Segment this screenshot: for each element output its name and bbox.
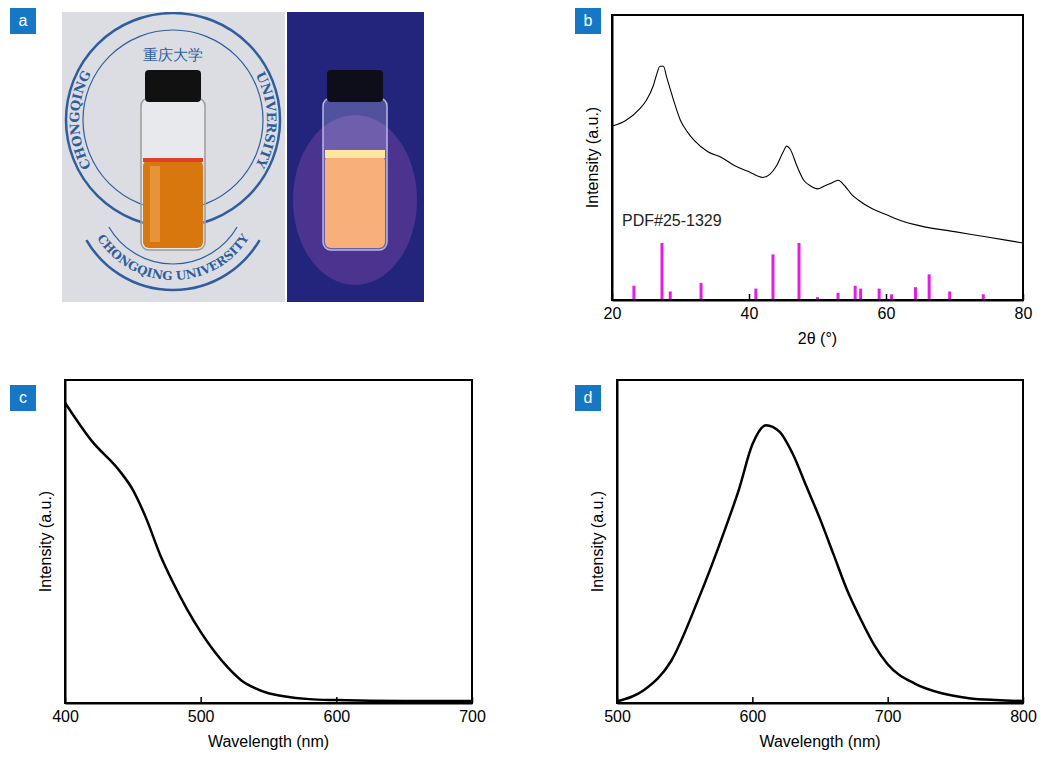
reference-bar	[914, 287, 917, 300]
vial-liquid	[143, 160, 203, 248]
x-tick: 60	[878, 294, 896, 322]
x-axis: 400 500 600 700	[52, 697, 486, 725]
x-tick-label: 80	[1015, 305, 1033, 322]
x-axis: 500 600 700 800	[604, 697, 1037, 725]
reference-bar	[798, 243, 801, 300]
chart-panel: PDF#25-1329 20 40 60 80 2θ (°) Intensity (a.u.…	[584, 15, 1033, 347]
vial-meniscus	[325, 150, 385, 158]
x-axis-title: Wavelength (nm)	[759, 733, 880, 750]
vial	[141, 70, 205, 250]
spectrum-line	[65, 403, 472, 701]
x-axis-title: 2θ (°)	[798, 330, 837, 347]
spectrum-line	[617, 425, 1023, 701]
photo-right-background	[287, 12, 424, 302]
x-tick-label: 700	[875, 708, 902, 725]
plot-frame	[65, 380, 472, 703]
panel-letter-group: a	[10, 8, 36, 34]
reference-bar	[854, 286, 857, 300]
seal-title: 重庆大学	[143, 46, 203, 64]
x-tick-label: 20	[604, 305, 622, 322]
x-tick: 40	[741, 294, 759, 322]
photo-left-background	[62, 12, 285, 302]
vial-glass	[141, 98, 205, 250]
reference-bar	[928, 274, 931, 300]
reference-bar	[632, 286, 635, 300]
figure-svg: 重庆大学CHONGQINGUNIVERSITYCHONGQING UNIVERS…	[0, 0, 1043, 760]
reference-bar	[754, 289, 757, 300]
vial-cap	[145, 70, 201, 102]
x-tick-label: 60	[878, 305, 896, 322]
photo-right	[293, 70, 417, 285]
panel-letter: b	[584, 12, 593, 29]
panel-letter-group: b	[575, 8, 601, 34]
vial-liquid	[325, 155, 385, 248]
plot-marks	[612, 66, 1023, 300]
chart-panel: 500 600 700 800 Wavelength (nm) Intensity (a.…	[589, 380, 1037, 750]
plot-marks	[65, 403, 472, 701]
seal-arc-text: UNIVERSITY	[252, 69, 279, 171]
reference-bar	[661, 243, 664, 300]
photo-left: 重庆大学CHONGQINGUNIVERSITYCHONGQING UNIVERS…	[66, 13, 280, 290]
vial-meniscus	[143, 158, 203, 162]
panel-letter-box	[575, 385, 601, 411]
x-tick-label: 40	[741, 305, 759, 322]
panel-letter-group: d	[575, 385, 601, 411]
reference-bar	[948, 291, 951, 300]
y-axis-title: Intensity (a.u.)	[584, 107, 601, 208]
plot-labels: PDF#25-1329	[622, 212, 722, 229]
panel-letter: d	[584, 389, 593, 406]
x-tick-label: 500	[604, 708, 631, 725]
panel-letter: a	[19, 12, 28, 29]
x-tick-label: 400	[52, 708, 79, 725]
reference-bar	[700, 283, 703, 300]
x-tick: 600	[323, 697, 350, 725]
seal-arc-path-text: UNIVERSITY	[252, 69, 279, 171]
reference-bar	[669, 291, 672, 300]
reference-bar	[859, 289, 862, 300]
panel-letter-box	[10, 385, 36, 411]
x-tick-label: 500	[188, 708, 215, 725]
x-tick-label: 600	[739, 708, 766, 725]
panel-letter-box	[575, 8, 601, 34]
seal-arc-path-text: CHONGQING	[67, 68, 94, 172]
series-label: PDF#25-1329	[622, 212, 722, 229]
x-tick-label: 800	[1010, 708, 1037, 725]
photo: 重庆大学CHONGQINGUNIVERSITYCHONGQING UNIVERS…	[62, 12, 424, 302]
plot-frame	[617, 380, 1023, 703]
seal-arc-text: CHONGQING	[67, 68, 94, 172]
panel-letter-box	[10, 8, 36, 34]
reference-bar	[837, 293, 840, 300]
x-tick-label: 700	[459, 708, 486, 725]
plot-marks	[617, 425, 1023, 701]
figure: 重庆大学CHONGQINGUNIVERSITYCHONGQING UNIVERS…	[0, 0, 1043, 760]
x-axis-title: Wavelength (nm)	[208, 733, 329, 750]
chart-panel: 400 500 600 700 Wavelength (nm) Intensity (a.…	[37, 380, 486, 750]
x-tick: 500	[188, 697, 215, 725]
reference-bar	[771, 254, 774, 300]
vial-glass	[323, 98, 387, 250]
spectrum-line	[612, 66, 1023, 243]
y-axis-title: Intensity (a.u.)	[37, 491, 54, 592]
x-tick: 700	[875, 697, 902, 725]
vial-cap	[327, 70, 383, 102]
y-axis-title: Intensity (a.u.)	[589, 491, 606, 592]
panel-letter-group: c	[10, 385, 36, 411]
x-axis: 20 40 60 80	[604, 294, 1033, 322]
x-tick: 600	[739, 697, 766, 725]
vial-liquid-highlight	[150, 166, 160, 242]
x-tick-label: 600	[323, 708, 350, 725]
plot-frame	[612, 15, 1023, 300]
panel-letter: c	[19, 389, 27, 406]
reference-bar	[878, 289, 881, 300]
